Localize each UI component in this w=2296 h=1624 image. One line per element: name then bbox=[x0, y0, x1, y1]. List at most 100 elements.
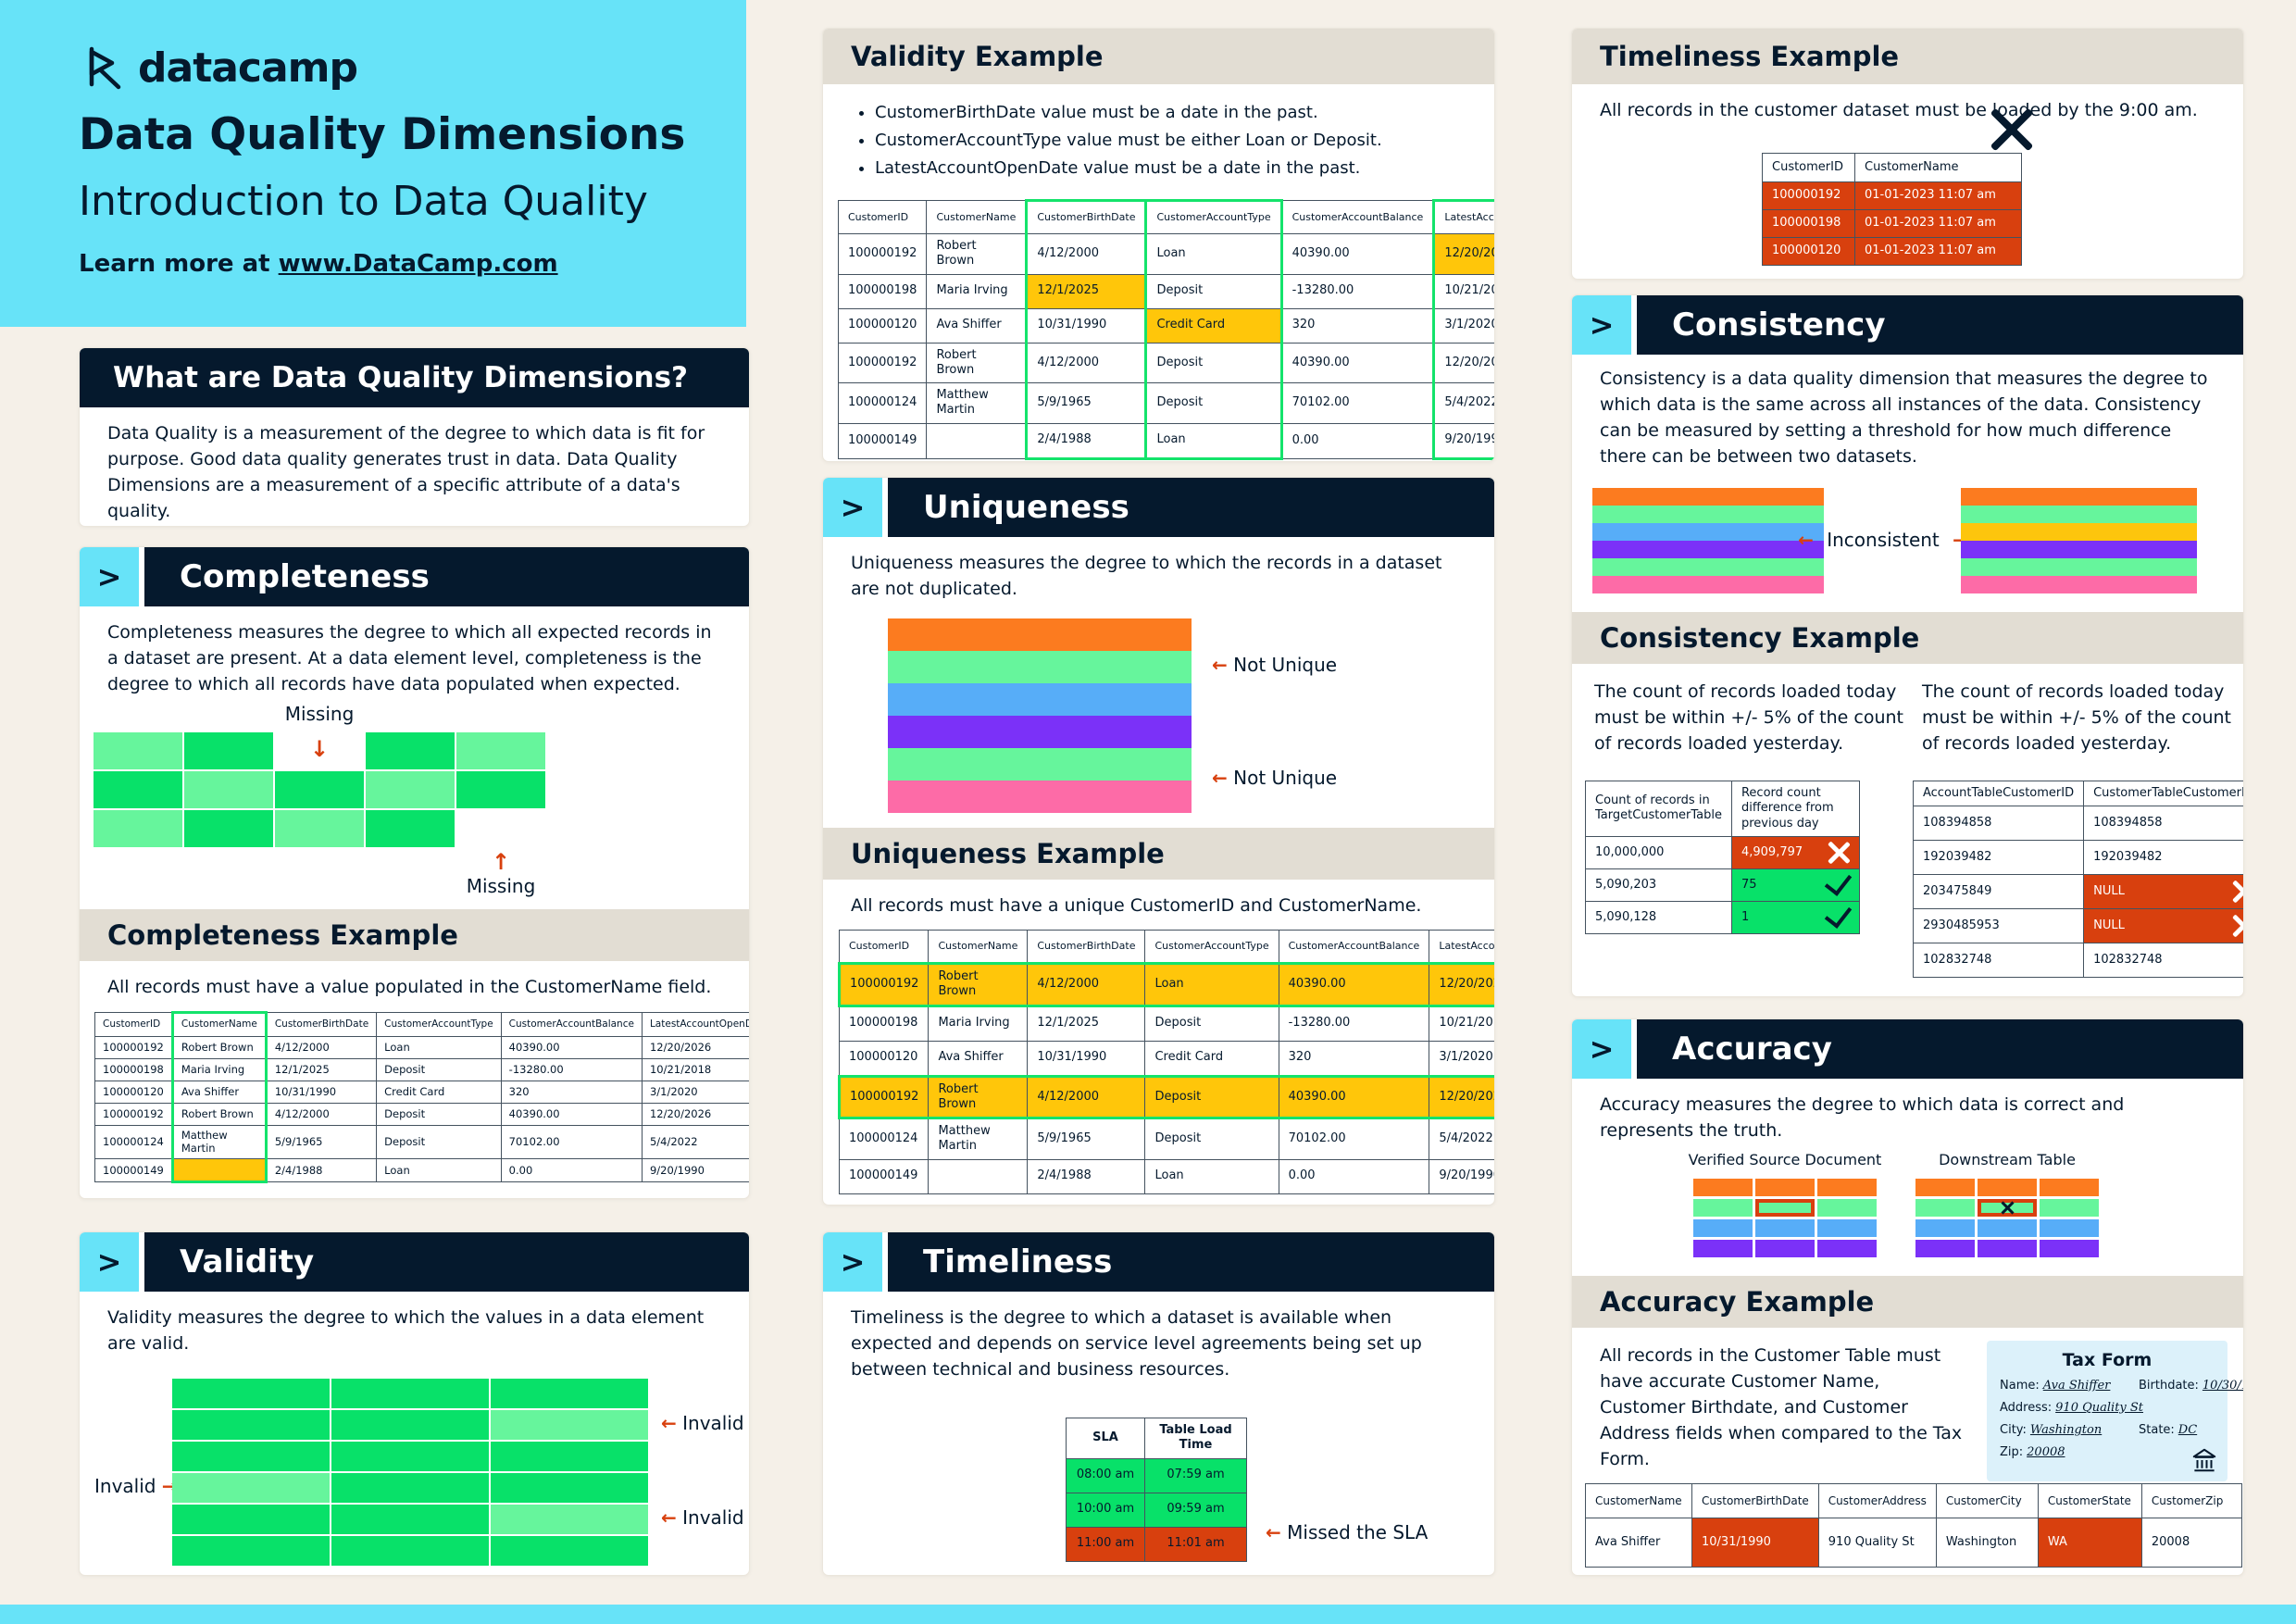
arrow-left-icon: ← bbox=[661, 1506, 677, 1529]
tax-form-title: Tax Form bbox=[2062, 1350, 2152, 1370]
grid-cell bbox=[456, 771, 545, 808]
grid-cell bbox=[2040, 1179, 2099, 1196]
tax-form-line: Zip: 20008 bbox=[2000, 1445, 2065, 1459]
table-cell: 4/12/2000 bbox=[265, 1036, 378, 1059]
grid-cell bbox=[172, 1536, 330, 1566]
grid-cell bbox=[94, 732, 182, 769]
grid-cell bbox=[1817, 1219, 1877, 1237]
table-cell: Deposit bbox=[1144, 1074, 1279, 1119]
table-cell: 10/21/2018 bbox=[641, 1058, 749, 1081]
grid-cell bbox=[1592, 541, 1824, 558]
table-cell: 100000120 bbox=[1762, 237, 1855, 266]
grid-cell bbox=[1961, 488, 2197, 506]
validity-graphic: Invalid → ← Invalid ← Invalid bbox=[80, 1364, 749, 1575]
arrow-left-icon: ← bbox=[1212, 654, 1228, 676]
table-cell: 12/20/2026 bbox=[1429, 1074, 1494, 1119]
table-cell: 5/9/1965 bbox=[265, 1125, 378, 1159]
table-header-cell: CustomerCity bbox=[1935, 1483, 2039, 1518]
grid-cell bbox=[491, 1473, 648, 1503]
completeness-example-table: CustomerID CustomerName CustomerBirthDate C… bbox=[94, 1011, 749, 1183]
table-cell: 3/1/2020 bbox=[641, 1081, 749, 1104]
grid-cell bbox=[2040, 1219, 2099, 1237]
accuracy-downstream-grid bbox=[1915, 1179, 2099, 1257]
uniqueness-card: > Uniqueness Uniqueness measures the deg… bbox=[822, 477, 1495, 1206]
table-cell: Maria Irving bbox=[170, 1058, 268, 1081]
x-icon bbox=[2232, 915, 2243, 937]
grid-cell bbox=[1915, 1219, 1975, 1237]
arrow-down-icon: ↓ bbox=[309, 736, 330, 762]
table-cell: 20008 bbox=[2140, 1518, 2242, 1568]
table-cell: 10/31/1990 bbox=[1027, 1040, 1146, 1077]
grid-cell bbox=[366, 732, 455, 769]
table-header-cell: LatestAccountOpenDate bbox=[1429, 930, 1494, 964]
table-header-cell: CustomerName bbox=[928, 930, 1029, 964]
grid-cell bbox=[1817, 1240, 1877, 1257]
validity-example-title: Validity Example bbox=[851, 41, 1104, 72]
grid-cell bbox=[172, 1442, 330, 1471]
table-cell: 12/1/2025 bbox=[1027, 1005, 1146, 1042]
grid-cell bbox=[1592, 506, 1824, 523]
consistency-header: > Consistency bbox=[1572, 295, 2243, 355]
table-cell: Washington bbox=[1935, 1518, 2039, 1568]
table-cell: 12/1/2025 bbox=[1025, 273, 1148, 309]
validity-rules-list: CustomerBirthDate value must be a date i… bbox=[851, 99, 1466, 182]
table-cell: Deposit bbox=[376, 1125, 502, 1159]
check-icon bbox=[1824, 867, 1853, 896]
intro-title-bar: What are Data Quality Dimensions? bbox=[80, 348, 749, 407]
grid-cell bbox=[1592, 558, 1824, 576]
table-cell: 5/4/2022 bbox=[1432, 382, 1494, 424]
consistency-title: Consistency bbox=[1637, 295, 2243, 355]
table-cell: 100000192 bbox=[837, 342, 928, 383]
table-cell: Deposit bbox=[376, 1058, 502, 1081]
rule-item: LatestAccountOpenDate value must be a da… bbox=[875, 155, 1466, 182]
grid-cell bbox=[1961, 523, 2197, 541]
table-cell: 2/4/1988 bbox=[1027, 1158, 1146, 1194]
completeness-example-body: All records must have a value populated … bbox=[107, 977, 712, 997]
intro-body: Data Quality is a measurement of the deg… bbox=[107, 423, 705, 521]
grid-cell bbox=[2040, 1240, 2099, 1257]
datacamp-link[interactable]: www.DataCamp.com bbox=[278, 250, 558, 278]
consistency-right-stack bbox=[1961, 488, 2197, 593]
table-cell: 40390.00 bbox=[1278, 1074, 1430, 1119]
table-cell: Robert Brown bbox=[170, 1103, 268, 1126]
table-header-cell: CustomerName bbox=[926, 200, 1028, 234]
table-cell: 9/20/1990 bbox=[1429, 1158, 1494, 1194]
table-header-cell: CustomerID bbox=[94, 1012, 173, 1037]
table-header-cell: CustomerTableCustomerID bbox=[2083, 780, 2243, 807]
logo-wordmark: datacamp bbox=[138, 44, 358, 92]
table-cell: 40390.00 bbox=[1278, 962, 1430, 1007]
tax-form-line: Name:Ava Shiffer Birthdate:10/30/1990 bbox=[2000, 1379, 2243, 1393]
table-cell: 07:59 am bbox=[1144, 1457, 1247, 1493]
consistency-example-right-text: The count of records loaded today must b… bbox=[1922, 681, 2231, 754]
table-cell: Robert Brown bbox=[926, 233, 1028, 275]
table-cell: 100000192 bbox=[94, 1103, 173, 1126]
grid-cell bbox=[1961, 541, 2197, 558]
invalid-label-right-2: ← Invalid bbox=[661, 1506, 744, 1529]
missing-label-bottom: Missing bbox=[466, 875, 536, 897]
table-header-cell: CustomerID bbox=[1762, 153, 1855, 182]
table-cell: 01-01-2023 11:07 am bbox=[1854, 181, 2022, 210]
consistency-left-table: Count of records in TargetCustomerTable R… bbox=[1585, 781, 1860, 934]
table-header-cell: CustomerName bbox=[1854, 153, 2022, 182]
table-cell: 12/20/2026 bbox=[1429, 962, 1494, 1007]
table-cell: 70102.00 bbox=[1280, 382, 1435, 424]
grid-cell bbox=[1693, 1240, 1753, 1257]
consistency-body: Consistency is a data quality dimension … bbox=[1600, 369, 2208, 467]
grid-cell bbox=[1915, 1199, 1975, 1217]
table-cell: 100000149 bbox=[94, 1157, 173, 1182]
table-cell: Loan bbox=[1144, 962, 1279, 1007]
table-cell: 10/31/1990 bbox=[265, 1081, 378, 1104]
table-cell: 10/31/1990 bbox=[1025, 307, 1148, 344]
table-cell: 100000192 bbox=[837, 962, 930, 1007]
table-cell: 5,090,203 bbox=[1585, 868, 1732, 902]
consistency-right-table: AccountTableCustomerID CustomerTableCusto… bbox=[1912, 780, 2243, 979]
table-cell: 40390.00 bbox=[1280, 342, 1435, 383]
x-icon bbox=[2232, 881, 2243, 903]
table-cell: Matthew Martin bbox=[926, 382, 1028, 424]
table-cell: 70102.00 bbox=[500, 1125, 643, 1159]
intro-card: What are Data Quality Dimensions? Data Q… bbox=[79, 347, 750, 527]
consistency-graphic: ← Inconsistent → bbox=[1572, 482, 2243, 599]
grid-cell bbox=[888, 651, 1192, 683]
grid-cell bbox=[1755, 1219, 1815, 1237]
table-cell: 100000124 bbox=[94, 1125, 173, 1159]
